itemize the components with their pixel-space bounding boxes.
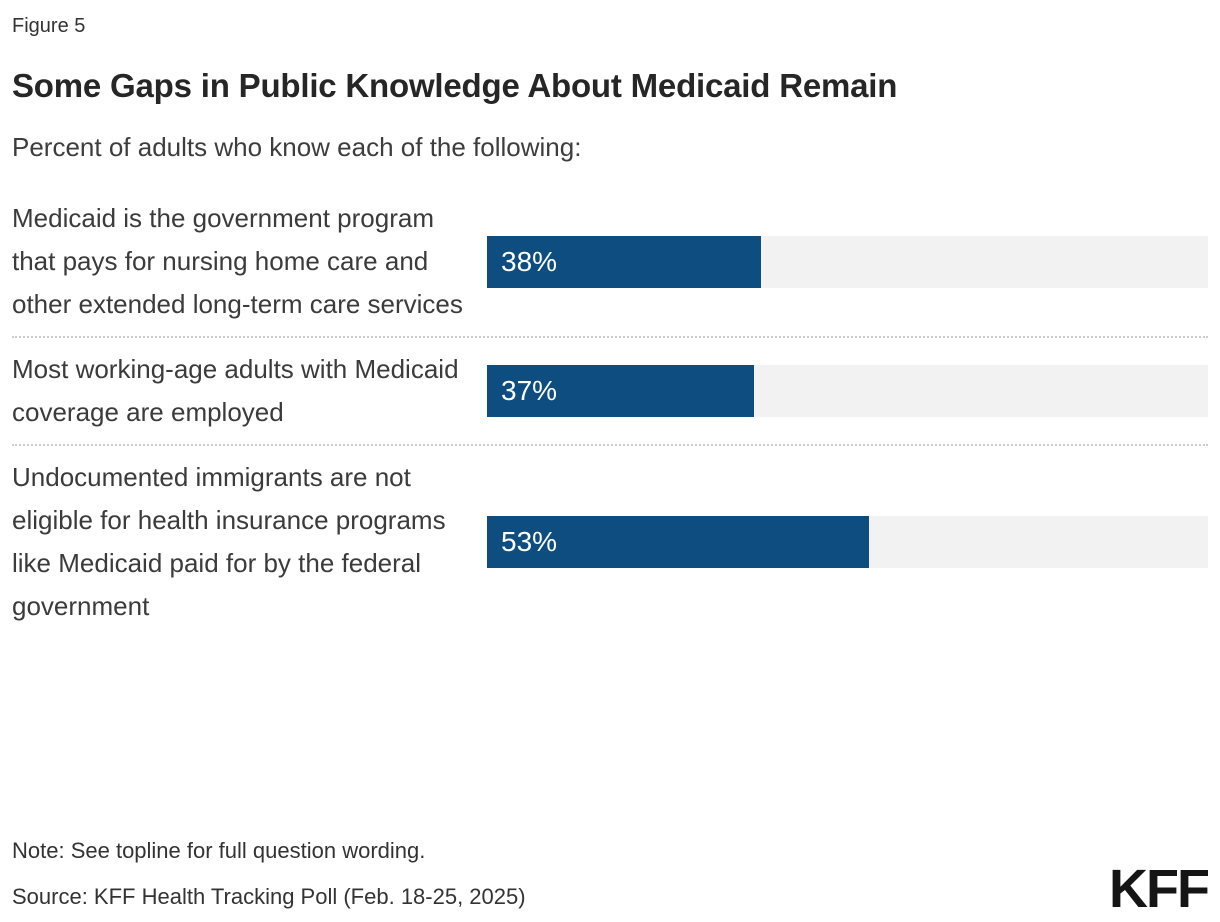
figure-number: Figure 5 <box>12 15 86 37</box>
notes-block: Note: See topline for full question word… <box>12 838 526 910</box>
bar-value-label: 37% <box>501 375 558 406</box>
bar-fill: 38% <box>487 235 761 288</box>
source-text: Source: KFF Health Tracking Poll (Feb. 1… <box>12 884 526 909</box>
note-text: Note: See topline for full question word… <box>12 838 426 863</box>
bar-value-label: 38% <box>501 245 558 277</box>
bar-chart: Medicaid is the government program that … <box>12 187 1208 638</box>
bar-track: 37% <box>487 365 1208 417</box>
chart-row: Medicaid is the government program that … <box>12 187 1208 336</box>
chart-subtitle: Percent of adults who know each of the f… <box>12 132 582 162</box>
figure-footer: Note: See topline for full question word… <box>12 838 1210 919</box>
bar-fill: 53% <box>487 516 870 568</box>
chart-row: Most working-age adults with Medicaid co… <box>12 336 1208 444</box>
category-label: Undocumented immigrants are not eligible… <box>12 462 446 621</box>
bar-fill: 37% <box>487 365 754 417</box>
category-label: Medicaid is the government program that … <box>12 203 463 319</box>
category-label: Most working-age adults with Medicaid co… <box>12 354 459 427</box>
chart-title: Some Gaps in Public Knowledge About Medi… <box>12 67 898 104</box>
bar-value-label: 53% <box>501 526 558 557</box>
chart-row: Undocumented immigrants are not eligible… <box>12 444 1208 638</box>
kff-logo: KFF <box>1109 858 1210 919</box>
bar-track: 38% <box>487 235 1208 288</box>
bar-track: 53% <box>487 516 1208 568</box>
